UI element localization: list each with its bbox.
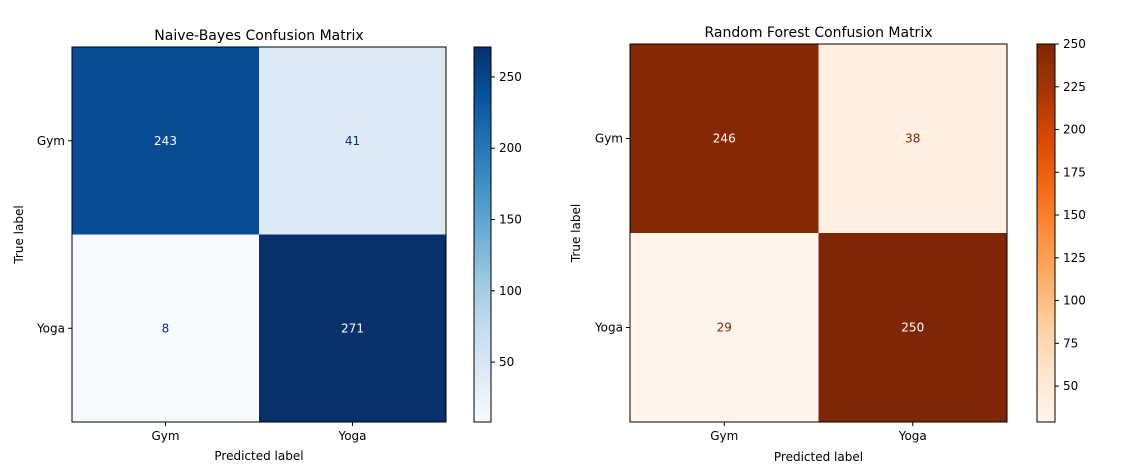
colorbar-tick-label: 50: [499, 355, 514, 369]
colorbar-tick-label: 100: [1063, 294, 1086, 308]
colorbar-tick-label: 150: [1063, 208, 1086, 222]
colorbar-tick-label: 100: [499, 284, 522, 298]
y-tick-label: Yoga: [36, 321, 65, 335]
heatmap-cell: [630, 233, 819, 423]
cell-value-label: 41: [345, 134, 360, 148]
colorbar-ticks: 50 75 100 125 150 175 200 225 250: [1055, 37, 1086, 393]
cell-value-label: 38: [905, 132, 920, 146]
x-tick-label: Yoga: [898, 429, 927, 443]
random-forest-panel: Random Forest Confusion Matrix 246 38 29 25…: [569, 25, 1086, 464]
axis-ticks: Gym Yoga Gym Yoga: [594, 132, 927, 444]
heatmap-cells: 246 38 29 250: [630, 44, 1008, 423]
colorbar-tick-label: 175: [1063, 165, 1086, 179]
heatmap-cell: [72, 47, 260, 235]
x-tick-label: Gym: [151, 429, 179, 443]
heatmap-cell: [72, 234, 260, 423]
chart-title: Naive-Bayes Confusion Matrix: [154, 28, 363, 44]
heatmap-cell: [630, 44, 819, 234]
x-tick-label: Yoga: [337, 429, 366, 443]
heatmap-cell: [259, 47, 447, 235]
heatmap-cell: [818, 44, 1008, 234]
y-axis-label: True label: [12, 205, 26, 264]
cell-value-label: 29: [717, 321, 732, 335]
cell-value-label: 271: [341, 321, 364, 335]
colorbar-tick-label: 250: [1063, 37, 1086, 51]
plot-frame: [71, 46, 447, 423]
cell-value-label: 250: [901, 321, 924, 335]
colorbar-tick-label: 250: [499, 70, 522, 84]
colorbar-tick-label: 75: [1063, 336, 1078, 350]
colorbar-tick-label: 50: [1063, 379, 1078, 393]
colorbar-tick-label: 125: [1063, 251, 1086, 265]
y-tick-label: Yoga: [594, 321, 623, 335]
cell-value-label: 8: [162, 321, 170, 335]
plot-frame: [629, 43, 1008, 423]
colorbar: [473, 46, 492, 423]
naive-bayes-panel: Naive-Bayes Confusion Matrix 243 41 8 271 G…: [12, 28, 522, 463]
y-tick-label: Gym: [595, 132, 623, 146]
heatmap-cells: 243 41 8 271: [72, 47, 447, 423]
cell-value-label: 246: [713, 132, 736, 146]
x-axis-label: Predicted label: [774, 450, 863, 464]
colorbar-tick-label: 150: [499, 213, 522, 227]
heatmap-cell: [818, 233, 1008, 423]
x-tick-label: Gym: [710, 429, 738, 443]
cell-value-label: 243: [154, 134, 177, 148]
heatmap-cell: [259, 234, 447, 423]
y-tick-label: Gym: [37, 134, 65, 148]
colorbar-tick-label: 225: [1063, 80, 1086, 94]
colorbar: [1036, 43, 1056, 423]
y-axis-label: True label: [569, 204, 583, 263]
colorbar-ticks: 50 100 150 200 250: [491, 70, 522, 369]
chart-title: Random Forest Confusion Matrix: [705, 25, 933, 41]
colorbar-tick-label: 200: [499, 141, 522, 155]
axis-ticks: Gym Yoga Gym Yoga: [36, 134, 367, 443]
colorbar-tick-label: 200: [1063, 123, 1086, 137]
x-axis-label: Predicted label: [214, 449, 303, 463]
